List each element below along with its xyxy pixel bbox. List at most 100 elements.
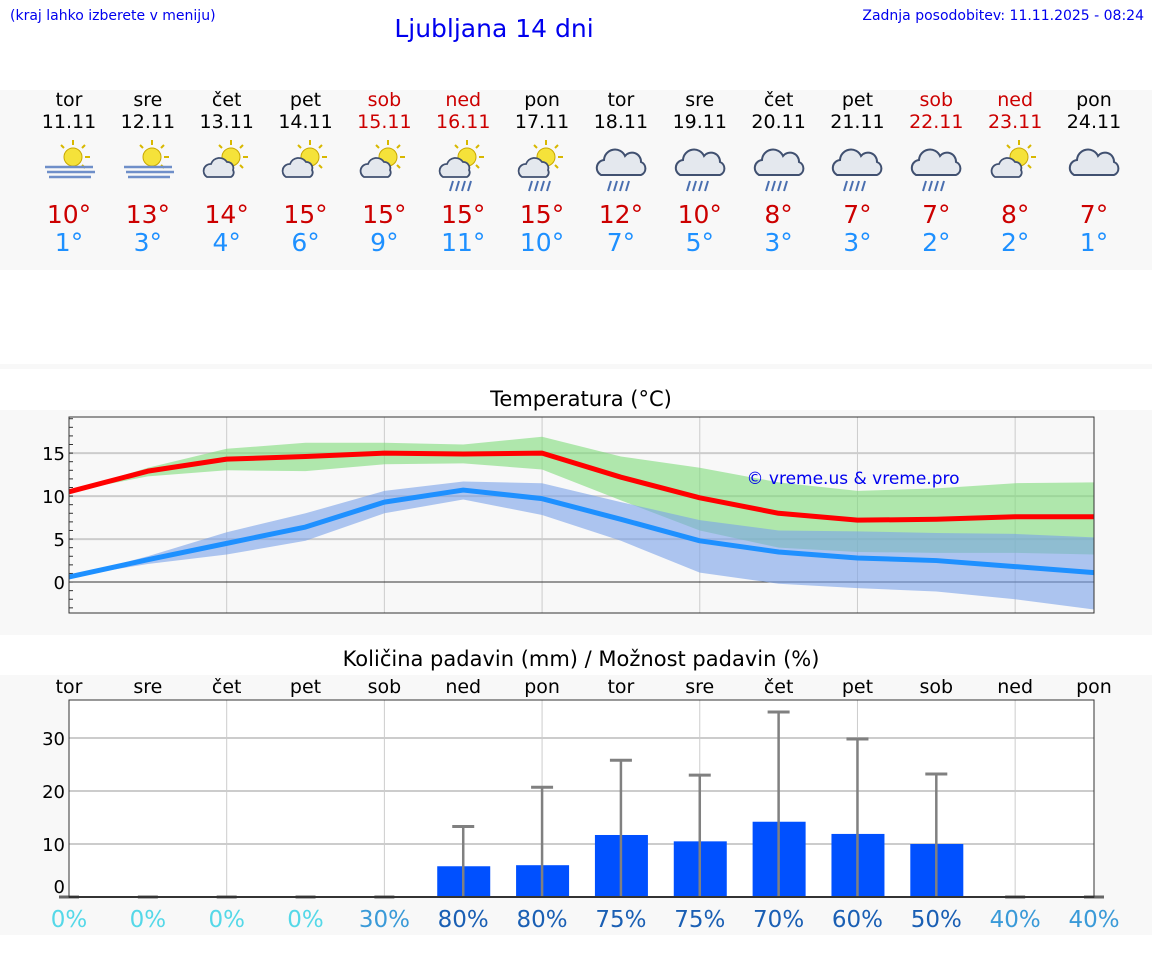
min-temp: 7°	[606, 228, 636, 257]
min-temp: 1°	[1079, 228, 1109, 257]
precip-probability: 40%	[1068, 907, 1119, 933]
day-date: 20.11	[751, 111, 806, 133]
max-temp: 12°	[598, 200, 644, 229]
cloud-rain-icon	[740, 133, 818, 199]
day-name: sre	[685, 89, 715, 111]
y-tick-label: 30	[42, 729, 65, 750]
max-temp: 7°	[922, 200, 951, 229]
min-temp: 2°	[922, 228, 951, 257]
day-name: sob	[919, 89, 954, 111]
day-name: pon	[1076, 89, 1112, 111]
day-label: sob	[368, 676, 402, 698]
precip-probability: 30%	[359, 907, 410, 933]
sun-fog-icon	[109, 133, 187, 199]
day-column: sre 12.11 13° 3°	[109, 89, 187, 257]
day-label: sre	[685, 676, 714, 698]
last-updated: Zadnja posodobitev: 11.11.2025 - 08:24	[862, 8, 1144, 24]
day-label: ned	[997, 676, 1033, 698]
max-temp: 15°	[519, 200, 565, 229]
day-label: pet	[290, 676, 321, 698]
day-name: čet	[763, 89, 794, 111]
day-date: 12.11	[120, 111, 176, 133]
day-name: tor	[607, 89, 635, 111]
cloud-rain-icon	[897, 133, 975, 199]
max-temp: 7°	[843, 200, 872, 229]
watermark: © vreme.us & vreme.pro	[746, 469, 959, 489]
min-temp: 9°	[370, 228, 399, 257]
max-temp: 8°	[1000, 200, 1030, 229]
precip-probability: 40%	[990, 907, 1041, 933]
day-date: 16.11	[436, 111, 491, 133]
precip-probability: 80%	[517, 907, 568, 933]
min-temp: 4°	[212, 228, 241, 257]
y-tick-label: 20	[42, 782, 65, 803]
y-tick-label: 0	[54, 877, 65, 898]
precip-probability: 75%	[674, 907, 725, 933]
divider	[0, 364, 1152, 369]
day-column: sre 19.11 10° 5°	[661, 89, 739, 257]
day-label: sre	[133, 676, 162, 698]
precip-probability: 80%	[438, 907, 489, 933]
max-temp: 15°	[441, 200, 486, 229]
max-temp-line	[68, 450, 1094, 523]
day-date: 21.11	[830, 111, 885, 133]
y-tick-label: 10	[42, 835, 65, 856]
sun-fog-icon	[30, 133, 108, 199]
min-temp-range-band	[69, 481, 1094, 610]
temperature-chart-title: Temperatura (°C)	[490, 387, 672, 411]
day-date: 18.11	[593, 111, 649, 133]
y-tick-label: 10	[42, 487, 65, 508]
forecast-strip	[0, 90, 1152, 270]
day-name: pet	[289, 89, 322, 111]
day-name: čet	[211, 89, 242, 111]
day-column: sob 22.11 7° 2°	[897, 89, 975, 257]
day-column: pon 24.11 7° 1°	[1055, 89, 1133, 257]
day-column: pet 14.11 15° 6°	[267, 89, 345, 257]
precip-probability: 0%	[51, 907, 88, 933]
location-menu-hint: (kraj lahko izberete v meniju)	[10, 8, 216, 24]
y-tick-label: 0	[54, 573, 65, 594]
max-temp: 8°	[764, 200, 793, 229]
precipitation-chart-title: Količina padavin (mm) / Možnost padavin …	[342, 647, 820, 671]
day-column: ned 16.11 15° 11°	[424, 89, 502, 257]
day-name: ned	[445, 89, 482, 111]
page-title: Ljubljana 14 dni	[394, 14, 594, 43]
max-temp: 13°	[125, 200, 170, 229]
min-temp: 10°	[519, 228, 565, 257]
day-label: čet	[764, 676, 794, 698]
day-name: sre	[133, 89, 163, 111]
sun-cloud-rain-icon	[503, 133, 581, 199]
cloud-icon	[1055, 133, 1133, 199]
day-column: tor 18.11 12° 7°	[582, 89, 660, 257]
sun-cloud-rain-icon	[424, 133, 502, 199]
day-column: čet 13.11 14° 4°	[188, 89, 266, 257]
day-name: ned	[997, 89, 1034, 111]
min-temp: 5°	[685, 228, 714, 257]
day-date: 22.11	[909, 111, 964, 133]
min-temp: 6°	[291, 228, 320, 257]
max-temp: 15°	[362, 200, 407, 229]
day-name: pon	[524, 89, 560, 111]
day-label: čet	[212, 676, 242, 698]
max-temp: 15°	[283, 200, 328, 229]
min-temp: 3°	[843, 228, 872, 257]
day-column: tor 11.11 10° 1°	[30, 89, 108, 257]
precip-probability: 75%	[595, 907, 646, 933]
day-column: ned 23.11 8° 2°	[976, 89, 1054, 257]
partly-cloudy-icon	[345, 133, 423, 199]
min-temp: 3°	[133, 228, 163, 257]
min-temp: 3°	[764, 228, 793, 257]
partly-cloudy-icon	[267, 133, 345, 199]
precip-probability: 60%	[832, 907, 883, 933]
day-date: 15.11	[357, 111, 412, 133]
plot-frame	[68, 699, 1095, 898]
day-column: pet 21.11 7° 3°	[818, 89, 896, 257]
day-name: pet	[841, 89, 874, 111]
partly-cloudy-icon	[976, 133, 1054, 199]
day-date: 11.11	[41, 111, 97, 133]
cloud-rain-icon	[661, 133, 739, 199]
day-column: čet 20.11 8° 3°	[740, 89, 818, 257]
day-column: sob 15.11 15° 9°	[345, 89, 423, 257]
day-date: 24.11	[1066, 111, 1122, 133]
